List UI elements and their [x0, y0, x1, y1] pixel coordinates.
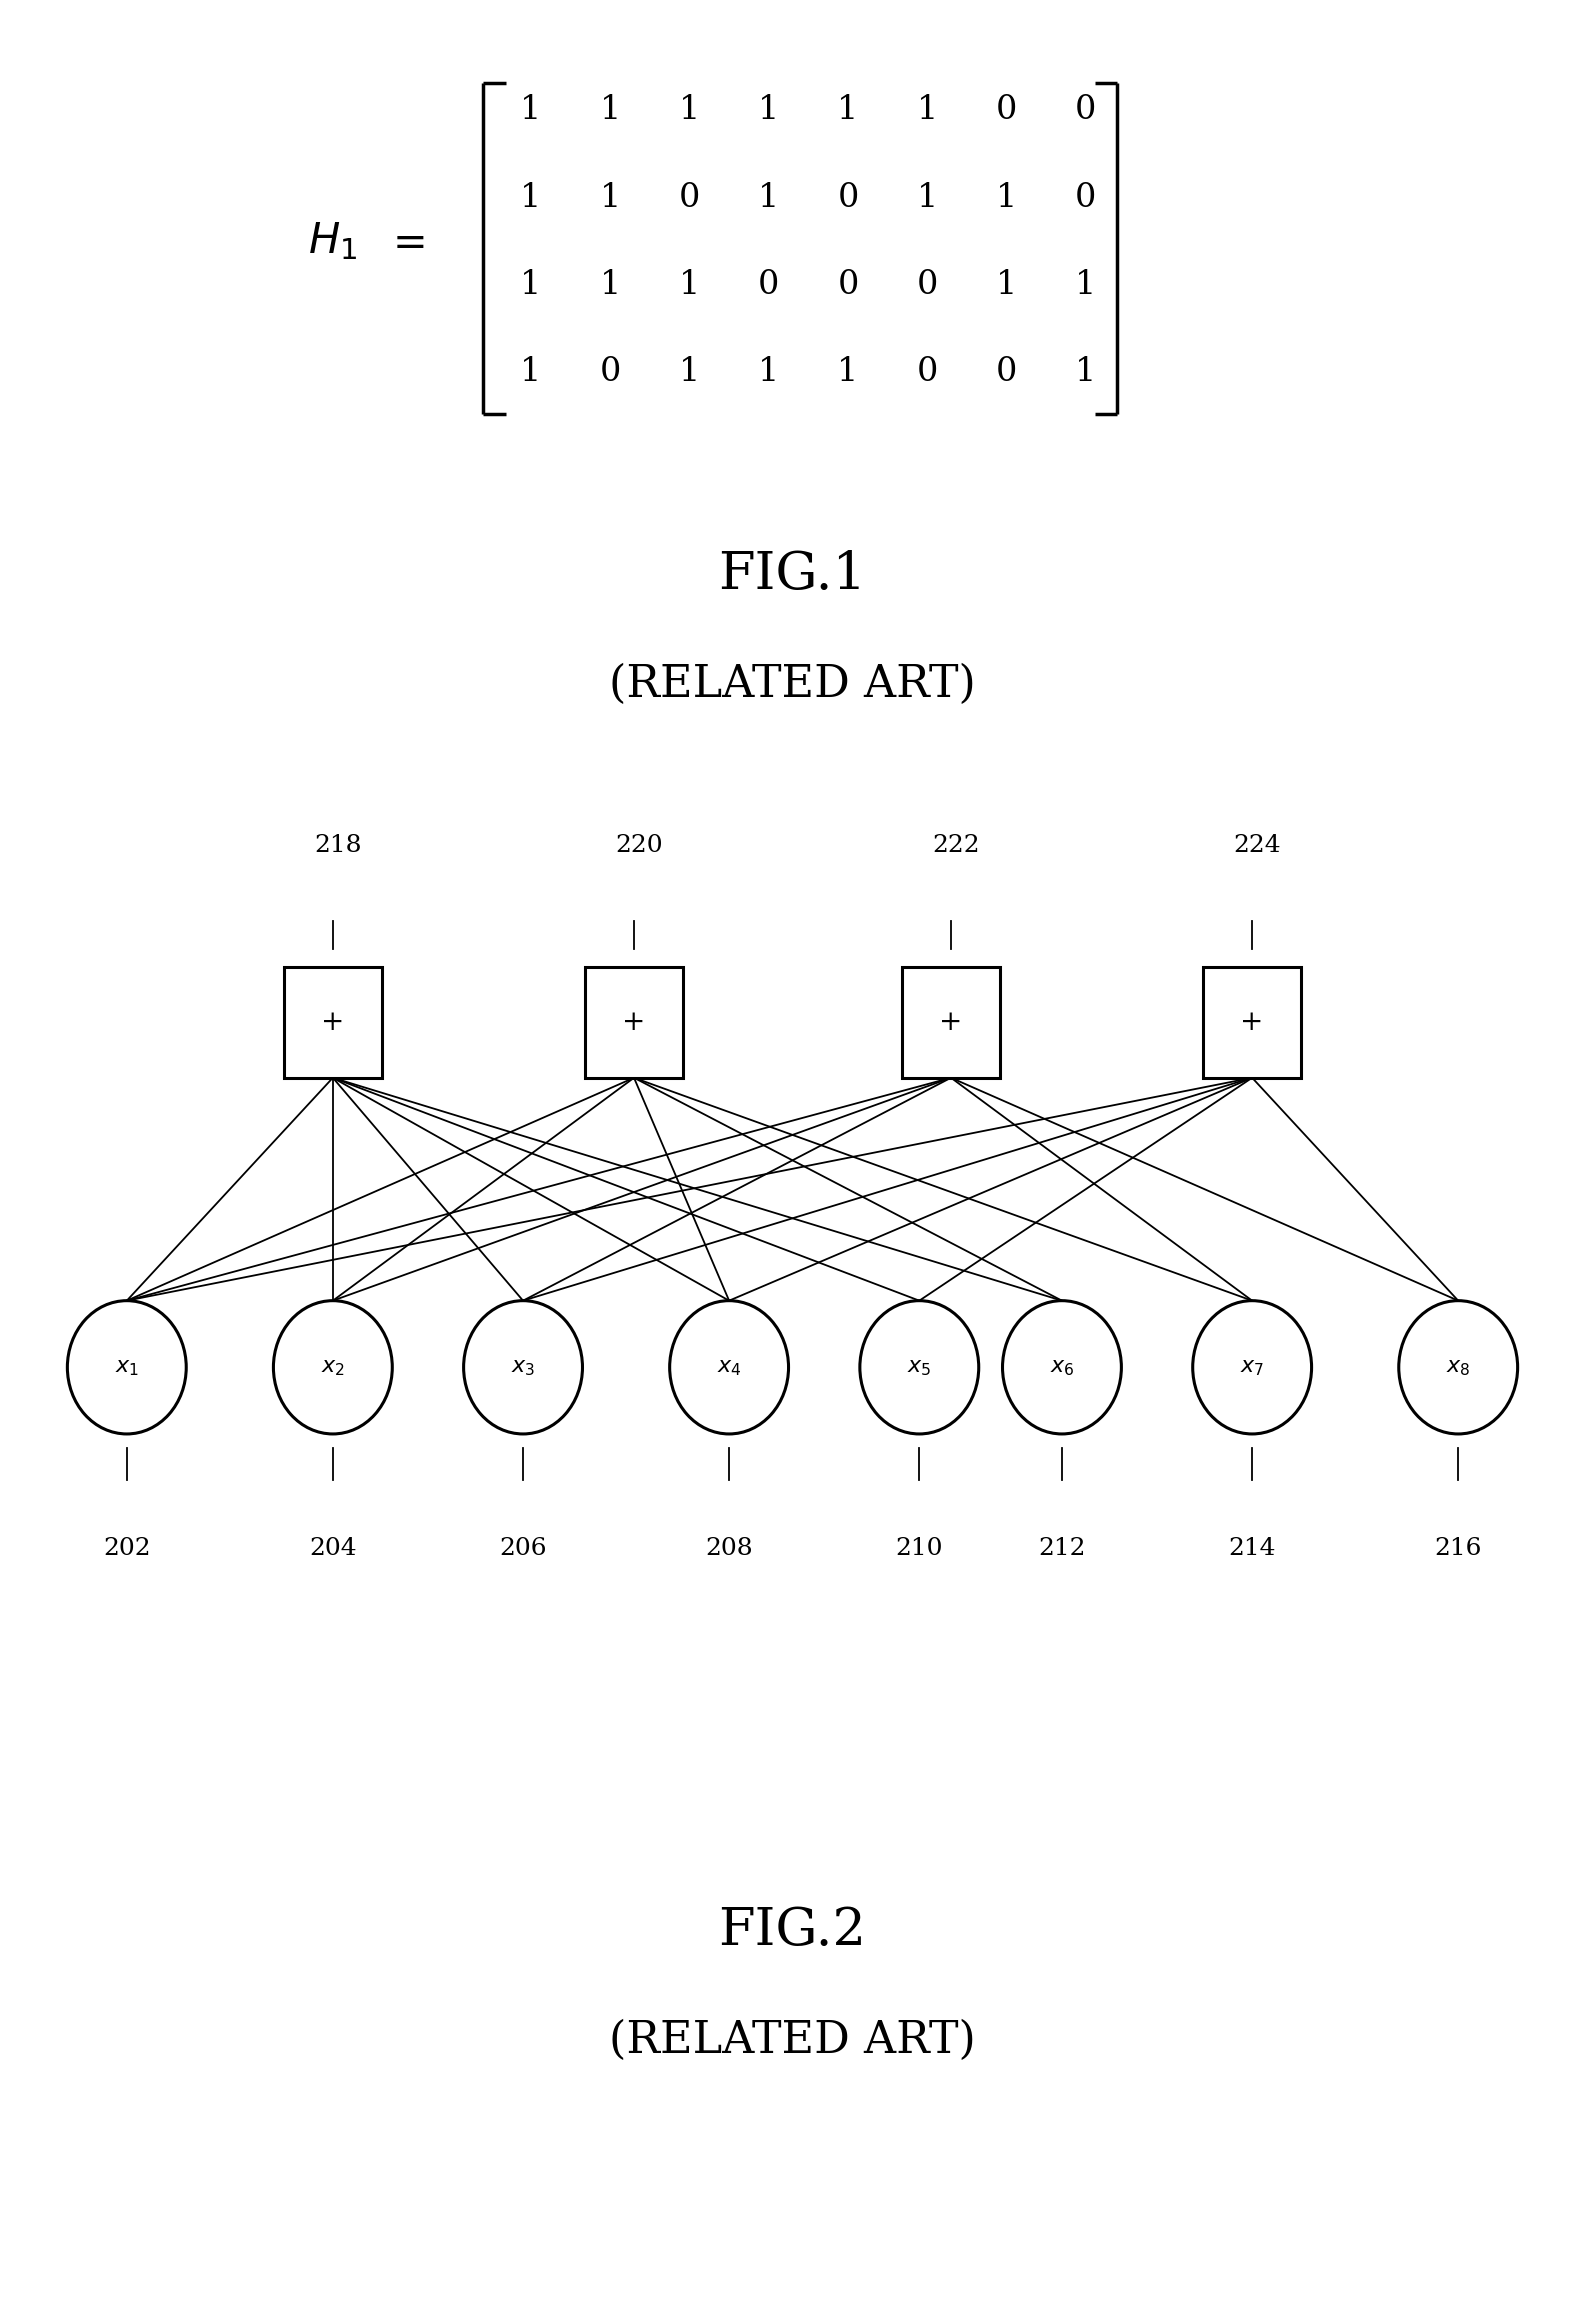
Text: $x_{8}$: $x_{8}$	[1446, 1356, 1471, 1379]
Text: 1: 1	[599, 269, 621, 301]
Text: 1: 1	[916, 182, 938, 214]
Text: 1: 1	[678, 269, 701, 301]
Text: 1: 1	[678, 356, 701, 388]
FancyBboxPatch shape	[1203, 967, 1301, 1078]
Text: 1: 1	[678, 94, 701, 126]
Text: $x_{5}$: $x_{5}$	[907, 1356, 932, 1379]
Text: $x_{6}$: $x_{6}$	[1049, 1356, 1075, 1379]
Text: 220: 220	[615, 834, 663, 857]
Text: 210: 210	[896, 1537, 943, 1560]
Text: 0: 0	[837, 269, 859, 301]
Text: +: +	[322, 1009, 344, 1036]
Text: 1: 1	[520, 356, 542, 388]
Text: 222: 222	[932, 834, 980, 857]
Text: 0: 0	[995, 356, 1018, 388]
Text: 1: 1	[599, 94, 621, 126]
Text: 1: 1	[837, 94, 859, 126]
Text: 1: 1	[520, 269, 542, 301]
Ellipse shape	[859, 1301, 980, 1434]
Text: +: +	[1241, 1009, 1263, 1036]
Ellipse shape	[273, 1301, 393, 1434]
Text: 206: 206	[499, 1537, 547, 1560]
Text: $x_{2}$: $x_{2}$	[320, 1356, 346, 1379]
Text: 1: 1	[758, 356, 780, 388]
Text: $H_1$: $H_1$	[307, 221, 358, 262]
Text: 0: 0	[837, 182, 859, 214]
Text: 218: 218	[314, 834, 361, 857]
Text: 1: 1	[1075, 356, 1097, 388]
Text: 1: 1	[995, 269, 1018, 301]
Text: $x_{1}$: $x_{1}$	[114, 1356, 139, 1379]
Text: 0: 0	[1075, 182, 1097, 214]
Text: +: +	[940, 1009, 962, 1036]
Text: 0: 0	[995, 94, 1018, 126]
Text: 1: 1	[995, 182, 1018, 214]
Text: 0: 0	[758, 269, 780, 301]
Ellipse shape	[67, 1301, 187, 1434]
Text: 216: 216	[1434, 1537, 1482, 1560]
Text: 1: 1	[758, 94, 780, 126]
Text: $=$: $=$	[384, 221, 425, 262]
Ellipse shape	[1194, 1301, 1312, 1434]
Ellipse shape	[1398, 1301, 1518, 1434]
Text: 212: 212	[1038, 1537, 1086, 1560]
Text: FIG.1: FIG.1	[718, 549, 867, 600]
Text: $x_{7}$: $x_{7}$	[1239, 1356, 1265, 1379]
Ellipse shape	[464, 1301, 583, 1434]
Text: 214: 214	[1228, 1537, 1276, 1560]
Text: 208: 208	[705, 1537, 753, 1560]
Text: 1: 1	[599, 182, 621, 214]
Text: 0: 0	[916, 356, 938, 388]
Text: 1: 1	[758, 182, 780, 214]
Text: +: +	[623, 1009, 645, 1036]
Text: 0: 0	[916, 269, 938, 301]
Text: FIG.2: FIG.2	[718, 1905, 867, 1956]
Text: 1: 1	[837, 356, 859, 388]
Text: 1: 1	[520, 94, 542, 126]
Text: 1: 1	[916, 94, 938, 126]
FancyBboxPatch shape	[284, 967, 382, 1078]
Text: 0: 0	[1075, 94, 1097, 126]
Text: 1: 1	[1075, 269, 1097, 301]
Ellipse shape	[670, 1301, 789, 1434]
Text: $x_{4}$: $x_{4}$	[716, 1356, 742, 1379]
Text: 0: 0	[678, 182, 701, 214]
FancyBboxPatch shape	[902, 967, 1000, 1078]
Ellipse shape	[1002, 1301, 1122, 1434]
Text: 224: 224	[1233, 834, 1281, 857]
Text: 1: 1	[520, 182, 542, 214]
Text: 204: 204	[309, 1537, 357, 1560]
FancyBboxPatch shape	[585, 967, 683, 1078]
Text: 202: 202	[103, 1537, 151, 1560]
Text: 0: 0	[599, 356, 621, 388]
Text: $x_{3}$: $x_{3}$	[510, 1356, 536, 1379]
Text: (RELATED ART): (RELATED ART)	[609, 2020, 976, 2061]
Text: (RELATED ART): (RELATED ART)	[609, 664, 976, 705]
